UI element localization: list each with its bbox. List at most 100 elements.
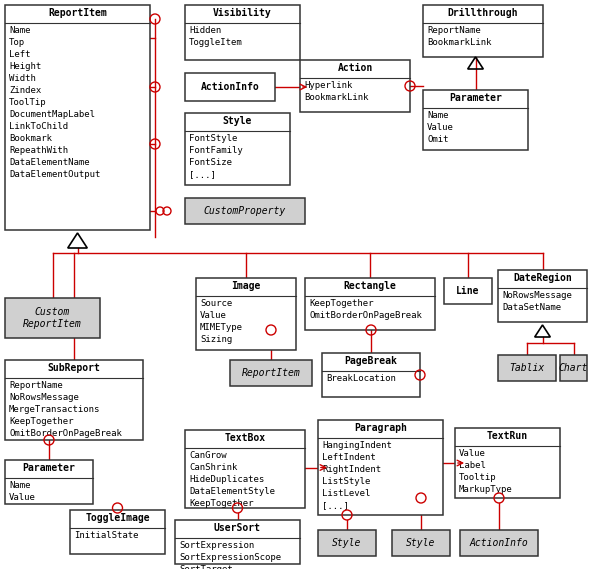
Text: TextBox: TextBox	[224, 433, 266, 443]
Text: NoRowsMessage: NoRowsMessage	[502, 291, 572, 300]
Text: Value: Value	[9, 493, 36, 502]
Text: Label: Label	[459, 461, 486, 470]
Text: NoRowsMessage: NoRowsMessage	[9, 393, 79, 402]
Text: UserSort: UserSort	[214, 523, 261, 533]
Text: ReportItem: ReportItem	[242, 368, 300, 378]
Bar	[305, 278, 435, 330]
Text: BreakLocation: BreakLocation	[326, 374, 396, 383]
Text: Parameter: Parameter	[449, 93, 502, 103]
Text: FontSize: FontSize	[189, 158, 232, 167]
Text: KeepTogether: KeepTogether	[9, 417, 73, 426]
Text: Name: Name	[9, 481, 31, 490]
Text: Sizing: Sizing	[200, 335, 232, 344]
Text: OmitBorderOnPageBreak: OmitBorderOnPageBreak	[9, 429, 122, 438]
Text: KeepTogether: KeepTogether	[189, 499, 253, 508]
Text: Value: Value	[459, 449, 486, 458]
Text: ReportItem: ReportItem	[23, 319, 82, 329]
Text: Visibility: Visibility	[213, 8, 272, 18]
Text: MergeTransactions: MergeTransactions	[9, 405, 101, 414]
Text: Top: Top	[9, 38, 25, 47]
Bar	[498, 355, 556, 381]
Text: Paragraph: Paragraph	[354, 423, 407, 433]
Text: PageBreak: PageBreak	[345, 356, 397, 366]
Bar	[230, 360, 312, 386]
Text: Image: Image	[231, 281, 260, 291]
Text: Bookmark: Bookmark	[9, 134, 52, 143]
Bar	[560, 355, 587, 381]
Text: TextRun: TextRun	[487, 431, 528, 441]
Text: DateRegion: DateRegion	[513, 273, 572, 283]
Bar	[423, 5, 543, 57]
Text: Value: Value	[427, 123, 454, 132]
Text: Tablix: Tablix	[509, 363, 545, 373]
Text: Style: Style	[223, 116, 252, 126]
Text: Source: Source	[200, 299, 232, 308]
Text: SubReport: SubReport	[47, 363, 101, 373]
Bar	[5, 298, 100, 338]
Text: CanGrow: CanGrow	[189, 451, 227, 460]
Text: DataSetName: DataSetName	[502, 303, 561, 312]
Bar	[423, 90, 528, 150]
Bar	[5, 5, 150, 230]
Text: Tooltip: Tooltip	[459, 473, 497, 482]
Text: Line: Line	[456, 286, 480, 296]
Text: Zindex: Zindex	[9, 86, 41, 95]
Text: DocumentMapLabel: DocumentMapLabel	[9, 110, 95, 119]
Text: [...]: [...]	[322, 501, 349, 510]
Text: ListStyle: ListStyle	[322, 477, 371, 486]
Text: ActionInfo: ActionInfo	[469, 538, 529, 548]
Text: Chart: Chart	[559, 363, 588, 373]
Bar	[185, 198, 305, 224]
Bar	[185, 5, 300, 60]
Bar	[392, 530, 450, 556]
Text: DataElementOutput: DataElementOutput	[9, 170, 101, 179]
Text: ReportItem: ReportItem	[48, 8, 107, 18]
Text: FontStyle: FontStyle	[189, 134, 237, 143]
Text: ReportName: ReportName	[427, 26, 481, 35]
Text: Custom: Custom	[35, 307, 70, 317]
Text: Width: Width	[9, 74, 36, 83]
Bar	[5, 360, 143, 440]
Text: Value: Value	[200, 311, 227, 320]
Text: LeftIndent: LeftIndent	[322, 453, 376, 462]
Text: CustomProperty: CustomProperty	[204, 206, 286, 216]
Bar	[318, 420, 443, 515]
Text: RightIndent: RightIndent	[322, 465, 381, 474]
Text: ListLevel: ListLevel	[322, 489, 371, 498]
Text: DataElementName: DataElementName	[9, 158, 89, 167]
Bar	[185, 113, 290, 185]
Text: InitialState: InitialState	[74, 531, 139, 540]
Text: Rectangle: Rectangle	[343, 281, 397, 291]
Bar	[185, 430, 305, 508]
Bar	[318, 530, 376, 556]
Bar	[185, 73, 275, 101]
Bar	[460, 530, 538, 556]
Text: FontFamily: FontFamily	[189, 146, 243, 155]
Text: CanShrink: CanShrink	[189, 463, 237, 472]
Text: Name: Name	[427, 111, 449, 120]
Text: HideDuplicates: HideDuplicates	[189, 475, 264, 484]
Text: ReportName: ReportName	[9, 381, 63, 390]
Text: ToggleImage: ToggleImage	[85, 513, 150, 523]
Bar	[196, 278, 296, 350]
Text: [...]: [...]	[189, 170, 216, 179]
Bar	[70, 510, 165, 554]
Bar	[5, 460, 93, 504]
Text: KeepTogether: KeepTogether	[309, 299, 374, 308]
Text: DataElementStyle: DataElementStyle	[189, 487, 275, 496]
Text: Action: Action	[337, 63, 372, 73]
Text: HangingIndent: HangingIndent	[322, 441, 392, 450]
Text: Height: Height	[9, 62, 41, 71]
Text: Left: Left	[9, 50, 31, 59]
Text: ToolTip: ToolTip	[9, 98, 47, 107]
Bar	[455, 428, 560, 498]
Text: MIMEType: MIMEType	[200, 323, 243, 332]
Text: SortExpressionScope: SortExpressionScope	[179, 553, 281, 562]
Bar	[175, 520, 300, 564]
Text: BookmarkLink: BookmarkLink	[304, 93, 368, 102]
Text: Style: Style	[332, 538, 362, 548]
Text: Drillthrough: Drillthrough	[448, 8, 518, 18]
Text: ActionInfo: ActionInfo	[201, 82, 259, 92]
Text: OmitBorderOnPageBreak: OmitBorderOnPageBreak	[309, 311, 422, 320]
Bar	[322, 353, 420, 397]
